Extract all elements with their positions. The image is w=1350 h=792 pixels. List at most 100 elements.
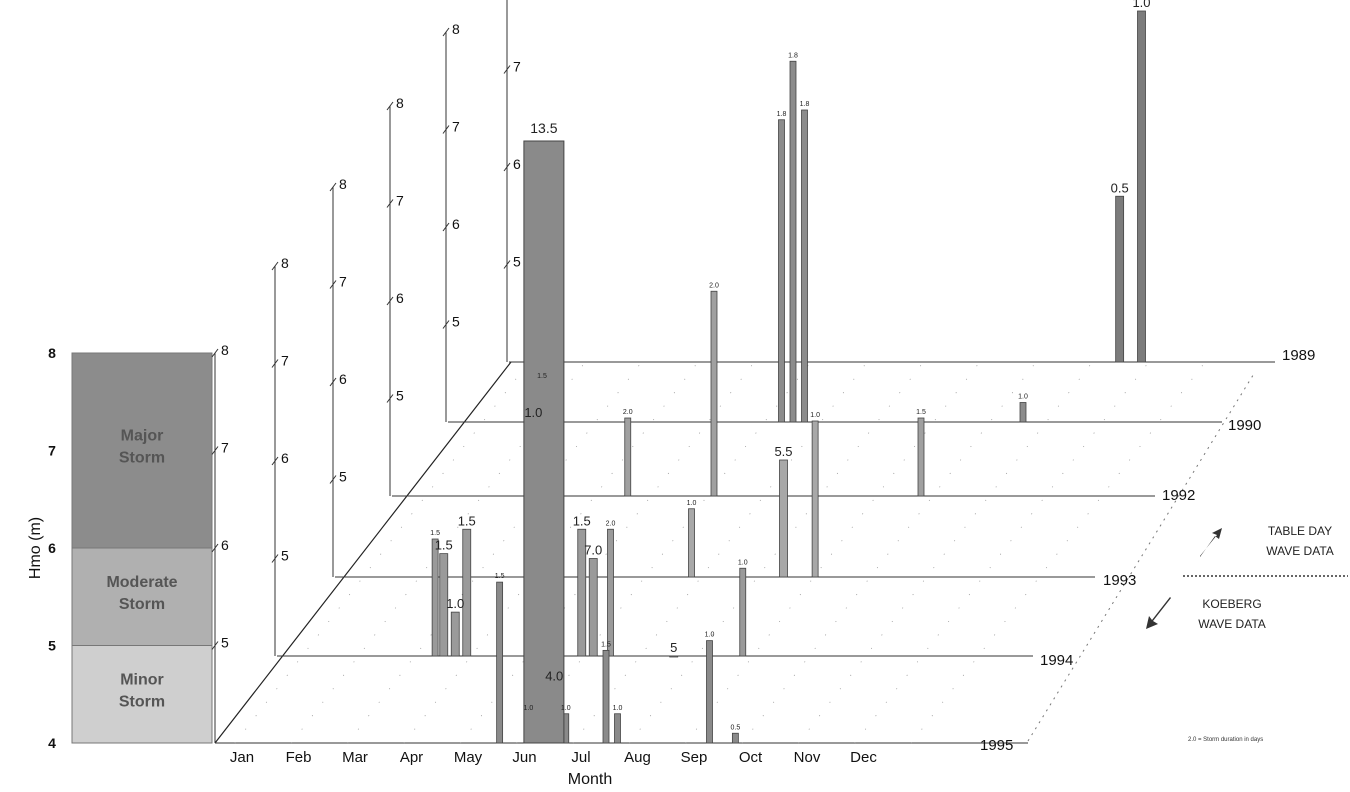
year-axis-tick-label: 5 <box>396 388 404 404</box>
year-axis-tick-label: 6 <box>221 537 229 553</box>
storm-bands: Minor Storm Moderate Storm Major Storm 4 5 6 7 8 Hm… <box>27 345 213 751</box>
y-tick-label: 8 <box>48 345 56 361</box>
year-axis-tick <box>386 101 394 111</box>
storm-bar <box>789 60 797 423</box>
storm-bar <box>602 649 610 744</box>
year-axis-tick-label: 6 <box>281 450 289 466</box>
storm-bar <box>1019 402 1027 423</box>
year-axis-tick-label: 8 <box>396 95 404 111</box>
storm-band-label: Storm <box>119 596 165 613</box>
storm-duration-label: 1.0 <box>1132 0 1150 10</box>
storm-bar <box>624 417 632 497</box>
year-label: 1993 <box>1103 572 1136 589</box>
year-axis-tick-label: 8 <box>221 342 229 358</box>
storm-duration-label: 5 <box>670 640 677 655</box>
storm-bar <box>462 528 472 657</box>
year-axes: 5 6 7 8 5 6 7 8 5 6 7 8 5 6 7 8 5 6 7 8 5 6 7 <box>211 0 521 743</box>
storm-duration-label: 1.8 <box>788 52 798 59</box>
legend-lower-text: WAVE DATA <box>1198 617 1266 631</box>
storm-bar <box>439 553 449 657</box>
year-axis-tick-label: 7 <box>452 119 460 135</box>
storm-duration-label: 1.5 <box>435 538 453 553</box>
month-label: Jul <box>571 749 590 766</box>
month-guide <box>854 361 1150 744</box>
year-axis-tick <box>271 554 279 563</box>
storm-bar <box>688 508 695 578</box>
storm-bar <box>706 640 713 744</box>
year-axis-tick <box>271 261 279 271</box>
storm-duration-label: 0.5 <box>1111 180 1129 195</box>
year-axis-tick <box>211 641 219 650</box>
year-axis-tick-label: 5 <box>513 254 521 270</box>
month-guide <box>629 361 924 744</box>
storm-duration-label: 1.0 <box>561 705 571 712</box>
storm-bar <box>669 655 679 658</box>
year-axis-tick <box>211 348 219 358</box>
storm-band-label: Moderate <box>106 574 177 591</box>
storm-duration-label: 1.0 <box>524 405 542 420</box>
month-guide <box>234 361 530 744</box>
storm-band-2 <box>71 352 213 549</box>
chart-floor <box>214 361 1275 744</box>
storm-bar <box>431 538 439 657</box>
year-axis-tick-label: 6 <box>339 371 347 387</box>
legend-upper-text: TABLE DAY <box>1268 524 1332 538</box>
storm-duration-label: 1.0 <box>738 559 748 566</box>
storm-duration-label: 1.5 <box>537 373 547 380</box>
storm-duration-label: 1.0 <box>705 632 715 639</box>
year-axis-tick-label: 6 <box>513 156 521 172</box>
y-tick-label: 4 <box>48 735 56 751</box>
year-axis-tick-label: 8 <box>281 255 289 271</box>
year-axis-tick <box>503 260 511 269</box>
storm-duration-label: 2.0 <box>623 409 633 416</box>
year-axis-tick <box>442 320 450 329</box>
storm-duration-label: 1.5 <box>573 513 591 528</box>
storm-bar <box>778 119 785 423</box>
year-axis-tick-label: 7 <box>281 353 289 369</box>
floor-left-edge <box>214 361 512 744</box>
storm-duration-label: 2.0 <box>709 282 719 289</box>
month-guide <box>910 361 1206 744</box>
month-label: Mar <box>342 749 368 766</box>
chart-legend: TABLE DAY WAVE DATA KOEBERG WAVE DATA 2.0 = … <box>1146 524 1348 743</box>
duration-note: 2.0 = Storm duration in days <box>1188 737 1263 743</box>
month-label: Feb <box>286 749 312 766</box>
storm-bar <box>801 109 808 423</box>
month-label: Jan <box>230 749 254 766</box>
month-label: May <box>454 749 483 766</box>
month-label: Nov <box>794 749 821 766</box>
storm-duration-label: 1.5 <box>430 530 440 537</box>
storm-duration-label: 1.5 <box>916 409 926 416</box>
storm-bar <box>1137 10 1146 363</box>
storm-band-label: Storm <box>119 693 165 710</box>
year-label: 1990 <box>1228 417 1261 434</box>
storm-duration-label: 1.8 <box>800 101 810 108</box>
storm-bar <box>496 581 504 744</box>
storm-band-label: Storm <box>119 450 165 467</box>
storm-duration-label: 1.0 <box>687 500 697 507</box>
storm-duration-label: 1.0 <box>524 705 534 712</box>
year-axis-tick <box>386 394 394 403</box>
year-axis-tick <box>329 377 337 387</box>
year-label: 1995 <box>980 737 1013 754</box>
x-axis-title: Month <box>568 771 612 788</box>
storm-band-1 <box>71 547 213 646</box>
year-axis-tick <box>211 446 219 455</box>
month-label: Sep <box>681 749 708 766</box>
year-axis-tick-label: 7 <box>221 440 229 456</box>
year-axis-tick-label: 5 <box>452 314 460 330</box>
storm-duration-label: 1.8 <box>777 111 787 118</box>
storm-duration-label: 1.5 <box>458 513 476 528</box>
year-label: 1992 <box>1162 487 1195 504</box>
storm-duration-label: 2.0 <box>606 520 616 527</box>
year-axis-tick-label: 7 <box>396 193 404 209</box>
year-axis-tick <box>211 543 219 553</box>
year-axis-tick <box>329 280 337 289</box>
year-axis-tick <box>271 456 279 466</box>
legend-lower-text: KOEBERG <box>1202 597 1261 611</box>
year-axis-tick <box>329 475 337 484</box>
month-label: Dec <box>850 749 877 766</box>
year-axis-tick-label: 8 <box>452 21 460 37</box>
year-label: 1989 <box>1282 347 1315 364</box>
storm-bar <box>614 713 621 744</box>
